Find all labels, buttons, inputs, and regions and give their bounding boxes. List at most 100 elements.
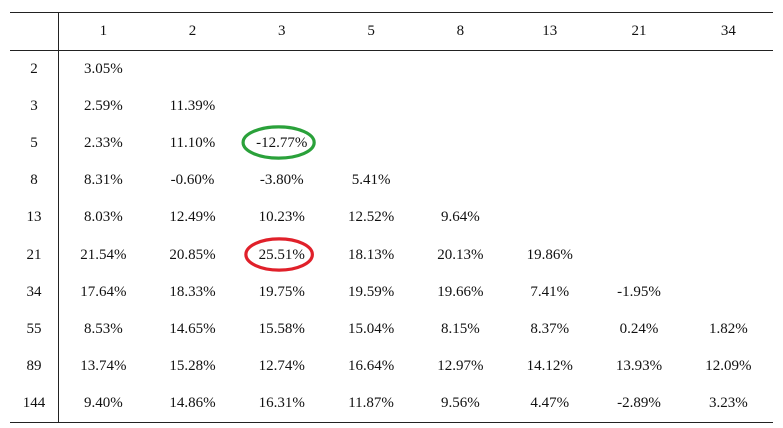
row-header: 13: [10, 199, 59, 237]
cell-text: 3.05%: [84, 60, 123, 77]
table-cell: 15.04%: [326, 311, 415, 348]
table-cell: -2.89%: [594, 385, 683, 422]
table-cell: [594, 236, 683, 273]
row-header: 21: [10, 236, 59, 274]
cell-value: 8.03%: [84, 209, 123, 226]
cell-value: 15.28%: [169, 358, 215, 375]
table-cell: 14.12%: [505, 348, 594, 385]
cell-value: -2.89%: [617, 395, 661, 412]
cell-text: 18.33%: [169, 283, 216, 300]
cell-value: 12.09%: [705, 358, 751, 375]
cell-value: 9.56%: [441, 395, 480, 412]
table-cell: 9.56%: [416, 385, 505, 422]
row-header: 2: [10, 50, 59, 88]
cell-text: 12.97%: [437, 358, 484, 375]
table-cell: [326, 125, 415, 162]
cell-text: 12.49%: [169, 209, 216, 226]
table-cell: 12.52%: [326, 199, 415, 236]
cell-text: 15.58%: [258, 320, 305, 337]
table-cell: 8.15%: [416, 311, 505, 348]
table-cell: [416, 51, 505, 88]
table-cell: [416, 88, 505, 125]
table-row: 3 2.59% 11.39%: [10, 87, 773, 125]
cell-text: 15.04%: [347, 320, 395, 337]
table-cell: 10.23%: [237, 199, 326, 236]
cell-text: 13.74%: [80, 358, 127, 375]
cell-text: 11.39%: [169, 97, 216, 114]
cell-value: 8.31%: [84, 172, 123, 189]
table-cell: 2.33%: [59, 125, 148, 162]
table-cell: [684, 199, 773, 236]
table-cell: 5.41%: [326, 162, 415, 199]
cell-text: 9.56%: [441, 395, 480, 412]
table-cell: [684, 274, 773, 311]
cell-value: 14.86%: [169, 395, 215, 412]
table-cell: -0.60%: [148, 162, 237, 199]
table-cell: 4.47%: [505, 385, 594, 422]
row-header: 144: [10, 385, 59, 423]
cell-text: 12.09%: [705, 358, 752, 375]
cell-value: -0.60%: [171, 172, 215, 189]
cell-value: 5.41%: [352, 172, 391, 189]
table-cell: [326, 51, 415, 88]
cell-text: 15.28%: [169, 358, 216, 375]
table-row: 34 17.64% 18.33% 19.75% 19.59% 19.66% 7.41% -1.…: [10, 273, 773, 311]
table-cell: 11.87%: [326, 385, 415, 422]
col-header: 21: [631, 23, 647, 39]
table-cell: [594, 162, 683, 199]
cell-value: 15.58%: [259, 321, 305, 338]
table-cell: -3.80%: [237, 162, 326, 199]
table-cell: [416, 162, 505, 199]
cell-value: 19.86%: [527, 247, 573, 264]
cell-text: 12.52%: [347, 209, 395, 226]
table-cell: 1.82%: [684, 311, 773, 348]
table-cell: -1.95%: [594, 274, 683, 311]
cell-text: 9.64%: [441, 209, 480, 226]
cell-value: 20.13%: [437, 247, 483, 264]
cell-text: 25.51%: [258, 246, 305, 263]
table-row: 21 21.54% 20.85% 25.51% 18.13% 20.13% 19.86%: [10, 236, 773, 274]
table-cell: 20.85%: [148, 236, 237, 273]
table-cell: 13.74%: [59, 348, 148, 385]
table-cell: 14.86%: [148, 385, 237, 422]
row-header: 89: [10, 348, 59, 386]
table-cell: 11.39%: [148, 88, 237, 125]
table-cell: 25.51%: [237, 236, 326, 273]
cell-text: 17.64%: [80, 283, 127, 300]
cell-text: 1.82%: [708, 320, 748, 337]
table-cell: 12.09%: [684, 348, 773, 385]
cell-value: 17.64%: [80, 284, 126, 301]
cell-value: 14.12%: [527, 358, 573, 375]
col-header: 3: [278, 23, 286, 39]
cell-text: 16.64%: [347, 358, 395, 375]
row-header: 5: [10, 124, 59, 163]
col-header: 34: [720, 23, 736, 39]
table-cell: [594, 199, 683, 236]
table-cell: [594, 51, 683, 88]
cell-text: -0.60%: [170, 172, 215, 189]
row-header: 55: [10, 310, 59, 348]
returns-table: 1 2 3 5 8 13 21 34 2 3.05% 3 2.59% 11.39% 5 2.…: [10, 12, 773, 423]
table-cell: [594, 125, 683, 162]
table-cell: [684, 88, 773, 125]
table-cell: 3.05%: [59, 51, 148, 88]
cell-text: 14.86%: [169, 395, 216, 412]
table-cell: -12.77%: [237, 125, 326, 162]
cell-value: 12.49%: [169, 209, 215, 226]
cell-text: -12.77%: [256, 134, 308, 151]
table-cell: 8.03%: [59, 199, 148, 236]
table-cell: 19.86%: [505, 236, 594, 273]
table-cell: [594, 88, 683, 125]
cell-text: 8.03%: [84, 209, 123, 226]
table-cell: 12.97%: [416, 348, 505, 385]
table-cell: 13.93%: [594, 348, 683, 385]
table-body: 2 3.05% 3 2.59% 11.39% 5 2.33% 11.10% -12.77% 8 8.…: [10, 50, 773, 423]
table-cell: 8.31%: [59, 162, 148, 199]
cell-value: 13.74%: [80, 358, 126, 375]
table-cell: [684, 162, 773, 199]
cell-text: 19.59%: [347, 283, 395, 300]
table-cell: 21.54%: [59, 236, 148, 273]
cell-text: 2.59%: [84, 97, 123, 114]
cell-value: 8.37%: [530, 321, 569, 338]
row-header: 3: [10, 87, 59, 125]
